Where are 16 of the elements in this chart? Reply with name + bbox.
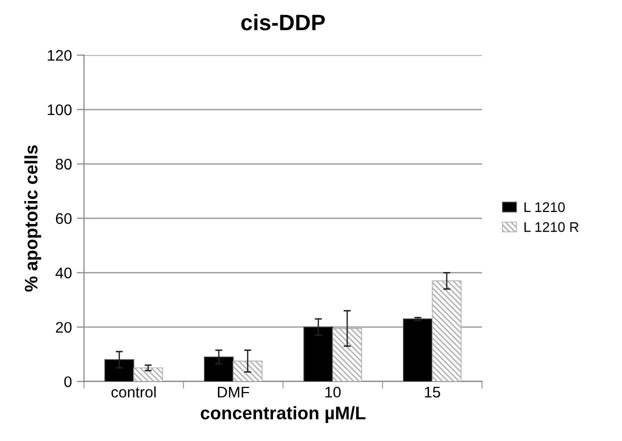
x-tick-label: 15 xyxy=(424,386,440,398)
y-tick-label: 40 xyxy=(56,268,72,278)
y-tick-label: 20 xyxy=(56,322,72,333)
chart-title: cis-DDP xyxy=(241,14,325,30)
x-tick-label: DMF xyxy=(218,386,250,398)
y-tick-label: 100 xyxy=(48,104,72,116)
y-tick-label: 120 xyxy=(48,50,72,61)
y-tick-label: 80 xyxy=(56,158,72,170)
legend-label: L 1210 R xyxy=(524,222,579,232)
x-axis-title: concentration µM/L xyxy=(200,406,366,423)
legend-label: L 1210 xyxy=(524,202,565,212)
x-tick-label: 10 xyxy=(325,386,341,398)
y-tick-label: 60 xyxy=(56,213,72,224)
y-tick-label: 0 xyxy=(64,376,72,388)
y-axis-title: % apoptotic cells xyxy=(24,145,42,292)
x-tick-label: control xyxy=(111,386,156,398)
